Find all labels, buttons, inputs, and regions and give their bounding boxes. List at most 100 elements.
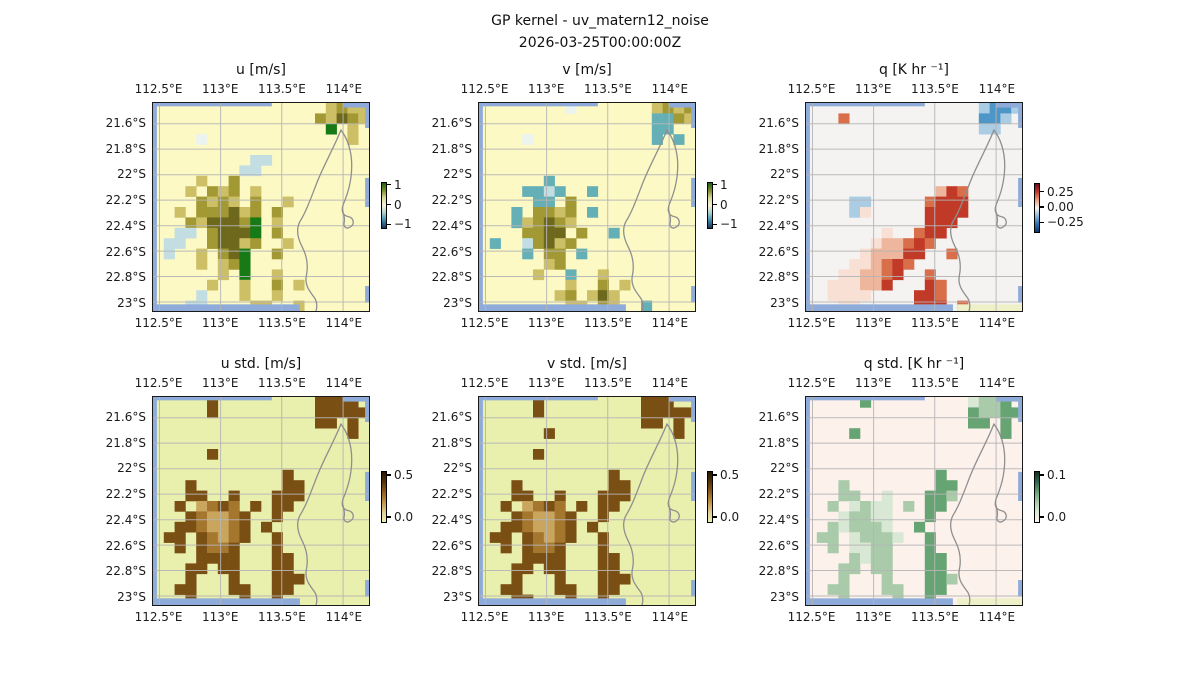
colorbar-tick-mark — [713, 474, 717, 476]
lat-tick: 21.6°S — [758, 410, 799, 424]
colorbar-tick-mark — [387, 516, 391, 518]
lon-tick-top: 113°E — [854, 376, 892, 390]
lon-tick-bottom: 114°E — [325, 316, 363, 330]
lon-tick-bottom: 113°E — [201, 610, 239, 624]
lat-tick: 23°S — [443, 295, 472, 310]
colorbar: 0.1 0.0 — [1034, 468, 1094, 524]
figure-title-line1: GP kernel - uv_matern12_noise — [491, 13, 709, 29]
lon-tick-top: 112.5°E — [460, 82, 509, 96]
lat-tick: 22.8°S — [431, 270, 472, 285]
figure-title: GP kernel - uv_matern12_noise 2026-03-25… — [0, 10, 1200, 54]
subplot-title: u [m/s] — [236, 62, 286, 78]
colorbar-tick-label: 0 — [720, 197, 728, 212]
lon-tick-bottom: 112.5°E — [787, 316, 836, 330]
lon-tick-top: 112.5°E — [134, 82, 183, 96]
lat-tick: 22.6°S — [758, 538, 799, 553]
lon-tick-bottom: 113°E — [527, 610, 565, 624]
colorbar-tick-mark — [713, 183, 717, 186]
colorbar-gradient — [1034, 471, 1040, 523]
lon-tick-top: 113.5°E — [257, 82, 306, 96]
colorbar: 0.5 0.0 — [707, 468, 767, 524]
colorbar-tick-mark — [713, 203, 717, 206]
lon-tick-bottom: 113°E — [527, 316, 565, 330]
lon-tick-bottom: 113.5°E — [257, 610, 306, 624]
lat-tick: 22.2°S — [431, 487, 472, 502]
lon-tick-top: 114°E — [325, 376, 363, 390]
lat-tick: 21.8°S — [758, 435, 799, 450]
lon-tick-bottom: 114°E — [325, 610, 363, 624]
colorbar-tick-label: 0 — [394, 197, 402, 212]
lat-tick: 22°S — [770, 461, 799, 476]
lon-tick-bottom: 114°E — [978, 610, 1016, 624]
lat-tick: 23°S — [117, 589, 146, 604]
subplot-title: q [K hr ⁻¹] — [879, 62, 949, 78]
subplot-title: v [m/s] — [562, 62, 612, 78]
lat-tick: 21.8°S — [105, 435, 146, 450]
lon-tick-top: 113.5°E — [583, 376, 632, 390]
map — [478, 396, 696, 606]
lat-tick: 22°S — [117, 167, 146, 182]
map — [152, 396, 370, 606]
lat-tick: 22°S — [443, 461, 472, 476]
lat-tick: 21.8°S — [431, 141, 472, 156]
lat-tick: 22.4°S — [105, 512, 146, 527]
lon-tick-top: 114°E — [651, 376, 689, 390]
lon-tick-top: 113°E — [201, 376, 239, 390]
map — [805, 396, 1023, 606]
lat-tick: 21.8°S — [758, 141, 799, 156]
lon-tick-top: 114°E — [978, 376, 1016, 390]
colorbar-tick-mark — [1040, 516, 1044, 518]
map — [805, 102, 1023, 312]
map — [152, 102, 370, 312]
colorbar-tick-label: −1 — [394, 217, 412, 232]
lon-tick-top: 113.5°E — [583, 82, 632, 96]
lon-tick-top: 114°E — [651, 82, 689, 96]
colorbar-tick-mark — [713, 223, 717, 226]
colorbar-tick-label: 0.0 — [394, 510, 414, 524]
colorbar-tick-label: −0.25 — [1047, 215, 1084, 230]
coastline-peninsula — [341, 424, 353, 522]
lat-tick: 21.6°S — [758, 116, 799, 130]
lon-tick-bottom: 113°E — [854, 316, 892, 330]
lon-tick-top: 112.5°E — [460, 376, 509, 390]
lat-tick: 22.2°S — [431, 193, 472, 208]
lon-tick-top: 113°E — [854, 82, 892, 96]
colorbar-tick-label: 0.25 — [1047, 184, 1074, 199]
colorbar-tick-mark — [1040, 206, 1044, 208]
lon-tick-bottom: 113.5°E — [583, 610, 632, 624]
map — [478, 102, 696, 312]
lon-tick-top: 113.5°E — [910, 82, 959, 96]
lon-tick-top: 113.5°E — [910, 376, 959, 390]
coastline — [624, 424, 667, 605]
lat-tick: 22.4°S — [758, 512, 799, 527]
lat-tick: 22.6°S — [431, 244, 472, 259]
coastline-peninsula — [667, 424, 679, 522]
lat-tick: 22.2°S — [105, 193, 146, 208]
lon-tick-top: 112.5°E — [787, 82, 836, 96]
lon-tick-bottom: 112.5°E — [134, 316, 183, 330]
lat-tick: 22.2°S — [105, 487, 146, 502]
lat-tick: 22.4°S — [105, 218, 146, 233]
subplot-title: v std. [m/s] — [547, 356, 627, 372]
lat-tick: 21.8°S — [431, 435, 472, 450]
coastline — [624, 130, 667, 311]
lat-tick: 22.6°S — [758, 244, 799, 259]
colorbar-tick-label: 1 — [394, 177, 402, 192]
colorbar-tick-label: 0.0 — [720, 510, 740, 524]
lat-tick: 22°S — [443, 167, 472, 182]
figure-title-line2: 2026-03-25T00:00:00Z — [518, 35, 682, 51]
colorbar-tick-mark — [1040, 190, 1044, 193]
lat-tick: 22.2°S — [758, 193, 799, 208]
lat-tick: 22.4°S — [431, 218, 472, 233]
lat-tick: 23°S — [770, 589, 799, 604]
lat-tick: 22.4°S — [431, 512, 472, 527]
lon-tick-top: 113°E — [201, 82, 239, 96]
colorbar: 0.25 0.00 −0.25 — [1034, 183, 1094, 233]
colorbar-tick-label: 0.5 — [394, 468, 414, 482]
colorbar: 1 0 −1 — [381, 178, 441, 231]
lon-tick-bottom: 113.5°E — [583, 316, 632, 330]
coastline — [298, 424, 341, 605]
coastline-peninsula — [994, 424, 1006, 522]
lon-tick-top: 112.5°E — [134, 376, 183, 390]
colorbar-gradient — [381, 182, 387, 229]
